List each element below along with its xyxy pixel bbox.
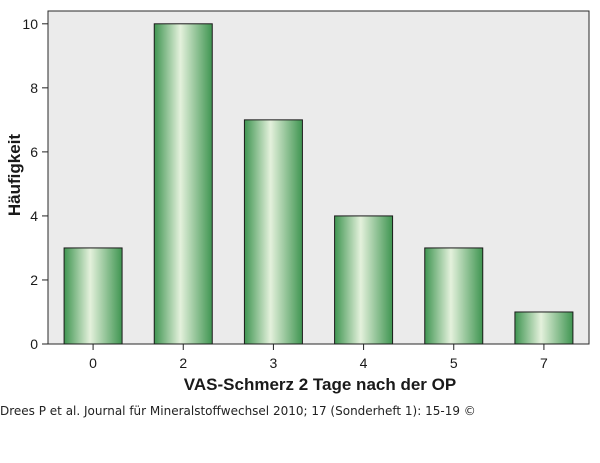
- y-axis-label: Häufigkeit: [5, 134, 24, 217]
- bar-chart: 0 2 4 6 8 10 0 2 3 4 5 7 Häufigkeit VAS-Schmerz 2 …: [5, 10, 590, 394]
- bar-2: [153, 23, 213, 345]
- bar-7: [514, 311, 574, 345]
- y-tick-label: 8: [30, 80, 38, 96]
- source-caption: Drees P et al. Journal für Mineralstoffw…: [0, 404, 476, 418]
- y-tick-label: 10: [22, 16, 38, 32]
- bar-4: [334, 215, 394, 345]
- x-tick-label: 0: [89, 355, 97, 371]
- x-tick-label: 5: [450, 355, 458, 371]
- bar-5: [424, 247, 484, 345]
- y-tick-label: 2: [30, 272, 38, 288]
- y-tick-label: 0: [30, 336, 38, 352]
- x-tick-label: 4: [360, 355, 368, 371]
- y-tick-label: 4: [30, 208, 38, 224]
- x-tick-label: 7: [540, 355, 548, 371]
- bar-3: [243, 119, 303, 345]
- x-axis-label: VAS-Schmerz 2 Tage nach der OP: [184, 375, 456, 394]
- y-axis: 0 2 4 6 8 10: [22, 16, 48, 352]
- bar-0: [63, 247, 123, 345]
- x-axis: 0 2 3 4 5 7: [89, 344, 548, 371]
- y-tick-label: 6: [30, 144, 38, 160]
- x-tick-label: 3: [270, 355, 278, 371]
- plot-area: [47, 10, 590, 345]
- x-tick-label: 2: [179, 355, 187, 371]
